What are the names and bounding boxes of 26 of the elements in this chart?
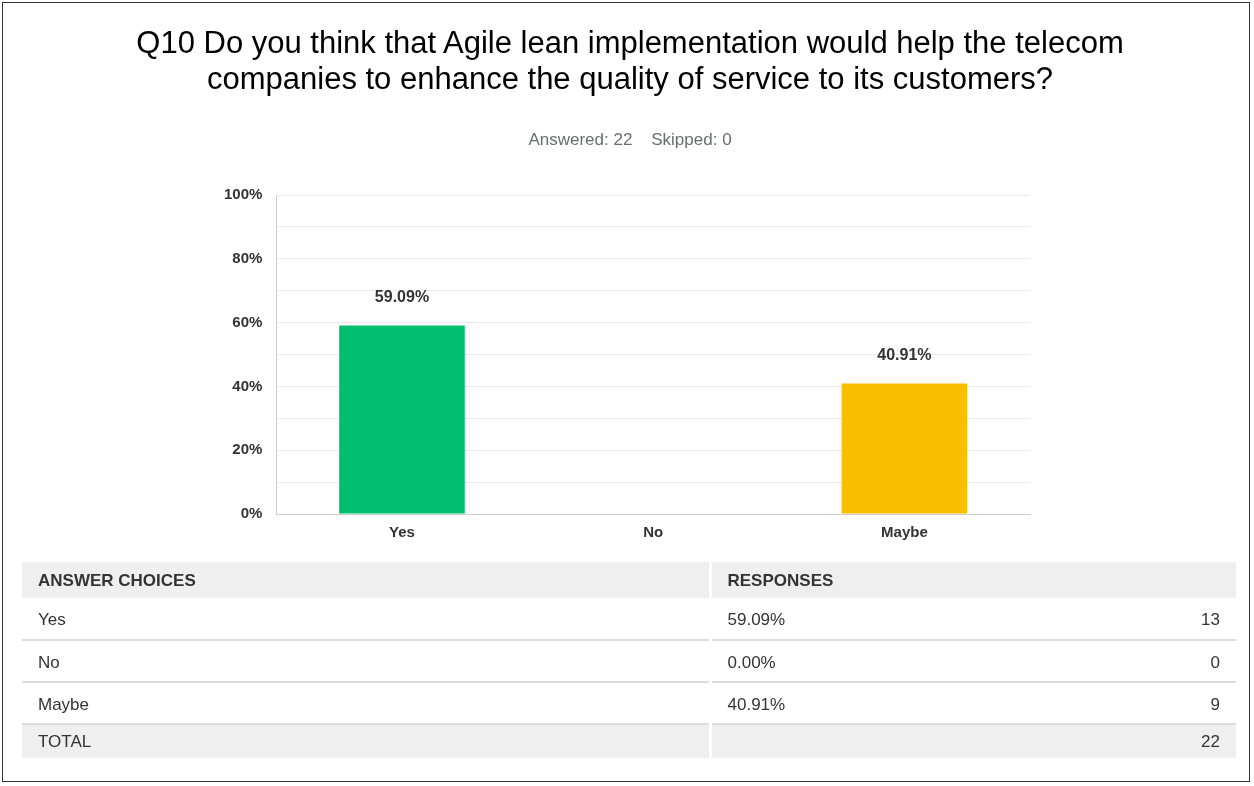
text: 59.09%	[710, 598, 1048, 640]
category-label: No	[38, 653, 60, 672]
text: 40.91%	[710, 682, 1048, 724]
text: RESPONSES	[710, 562, 1236, 598]
x-tick-label: Maybe	[881, 523, 928, 541]
y-tick-label: 80%	[232, 248, 263, 266]
category-label: Yes	[38, 610, 66, 629]
chart-title: Q10 Do you think that Agile lean implementation would help the telecom companies to enhance the quality of service to its customers?	[135, 25, 1125, 97]
y-tick-label: 0%	[240, 504, 263, 522]
text: 0	[1047, 640, 1236, 682]
data-label: 59.09%	[374, 287, 430, 305]
y-tick-label: 60%	[232, 312, 263, 330]
text: 13	[1047, 598, 1236, 640]
text: 9	[1047, 682, 1236, 724]
y-tick-label: 40%	[232, 376, 263, 394]
text: 22	[1047, 724, 1236, 758]
x-tick-label: Yes	[389, 523, 415, 541]
text: TOTAL	[22, 724, 710, 758]
x-tick-label: No	[643, 523, 664, 541]
category-label: Maybe	[38, 695, 90, 714]
y-tick-label: 100%	[223, 185, 263, 203]
chart-subtitle: Answered: 22 Skipped: 0	[527, 130, 733, 150]
data-label: 40.91%	[877, 345, 932, 363]
y-tick-label: 20%	[232, 440, 263, 458]
text: 0.00%	[710, 640, 1048, 682]
text: ANSWER CHOICES	[22, 562, 710, 598]
